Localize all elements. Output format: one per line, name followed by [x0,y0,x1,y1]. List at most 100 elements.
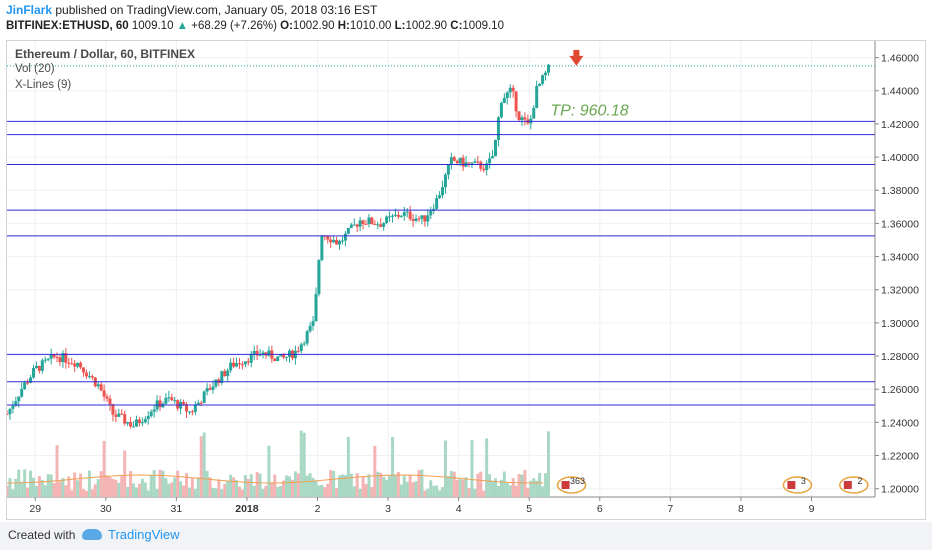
volume-bar [14,478,18,497]
chart-panel[interactable]: 1.46000 1.44000 1.42000 1.40000 1.38000 1.360… [6,40,926,520]
candle-body [58,357,62,363]
volume-bar [58,481,62,497]
volume-bar [270,482,274,497]
volume-bar [55,445,59,497]
volume-bar [432,485,436,497]
candle-body [90,376,94,378]
price-chart[interactable]: 1.46000 1.44000 1.42000 1.40000 1.38000 1.360… [7,41,925,519]
volume-bar [479,471,483,497]
candle-body [329,239,333,243]
volume-bar [343,475,347,497]
x-tick-label: 31 [171,503,183,515]
candle-body [37,365,41,371]
x-tick-label: 7 [667,503,673,515]
volume-bar [443,440,447,497]
candle-body [190,411,194,413]
volume-bar [137,483,141,497]
candle-body [420,215,424,219]
high-label: H: [337,20,350,32]
candle-body [393,214,397,216]
volume-bar [388,475,392,497]
candle-body [544,72,548,76]
candle-body [217,379,221,383]
candle-body [311,321,315,326]
volume-bar [502,471,506,497]
y-tick-label: 1.44000 [881,86,919,98]
candle-body [532,107,536,119]
candle-body [364,223,368,225]
volume-bar [182,485,186,497]
volume-legend[interactable]: Vol (20) [15,63,55,75]
volume-bar [217,479,221,497]
candle-body [146,416,150,420]
candle-body [414,218,418,221]
created-with-text: Created with [8,528,76,542]
candle-body [317,260,321,295]
candle-body [164,397,168,404]
volume-bar [20,481,24,497]
volume-bar [335,488,339,497]
candle-body [508,87,512,93]
y-tick-label: 1.42000 [881,119,919,131]
candle-body [123,414,127,424]
volume-bar [355,473,359,497]
y-tick-label: 1.40000 [881,152,919,164]
y-tick-label: 1.30000 [881,318,919,330]
volume-bar [90,489,94,497]
xlines-legend[interactable]: X-Lines (9) [15,79,72,91]
volume-bar [40,480,44,497]
volume-bar [526,487,530,497]
volume-bar [11,489,15,497]
candle-body [99,384,103,391]
volume-bar [34,486,38,497]
candle-body [132,426,136,428]
volume-bar [226,480,230,497]
candle-body [182,402,186,405]
low-value: 1002.90 [405,20,448,32]
close-value: 1009.10 [462,20,504,32]
candle-body [167,397,171,399]
volume-bar [390,436,394,497]
candle-body [335,239,339,245]
volume-bar [64,485,68,497]
high-value: 1010.00 [349,20,392,32]
tradingview-logo[interactable]: TradingView [82,527,180,542]
tradingview-brand: TradingView [108,527,180,542]
volume-bar [482,490,486,497]
candle-body [376,224,380,226]
volume-bar [305,475,309,497]
candle-body [226,370,230,377]
candle-body [441,187,445,196]
candle-body [185,404,189,412]
candle-body [308,325,312,332]
tp-annotation: TP: 960.18 [550,103,628,120]
volume-bar [267,445,271,497]
candle-body [326,235,330,240]
volume-bar [99,471,103,497]
candle-body [496,117,500,141]
candle-body [49,354,53,359]
volume-bar [429,480,433,497]
x-tick-label: 5 [526,503,532,515]
y-tick-label: 1.22000 [881,451,919,463]
volume-bar [202,432,206,497]
volume-bar [132,483,136,497]
candle-body [152,409,156,412]
candle-body [243,361,247,365]
candle-body [84,372,88,377]
tradingview-cloud-icon [82,529,102,540]
volume-bar [158,469,162,497]
volume-bar [346,436,350,497]
volume-bar [385,479,389,497]
y-tick-label: 1.34000 [881,252,919,264]
volume-bar [293,471,297,497]
volume-bar [311,477,315,497]
volume-bar [240,489,244,497]
volume-bar [26,487,30,497]
volume-bar [302,432,306,497]
candle-body [505,92,509,99]
candle-body [31,367,35,378]
volume-bar [199,436,203,497]
author-link[interactable]: JinFlark [6,3,53,17]
flag-icon [843,481,852,489]
